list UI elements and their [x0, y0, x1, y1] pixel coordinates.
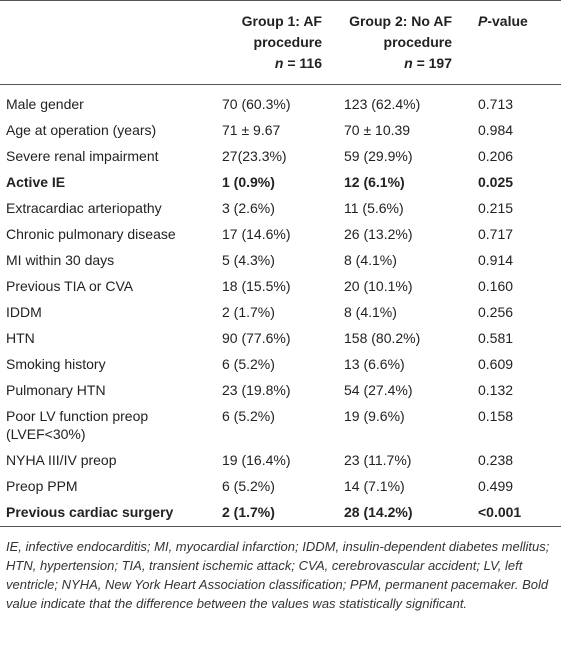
- p-value: 0.713: [478, 96, 514, 112]
- group1-value: 1 (0.9%): [222, 174, 275, 190]
- row-label: HTN: [6, 330, 35, 346]
- group1-value: 6 (5.2%): [222, 356, 275, 372]
- group2-value: 54 (27.4%): [344, 382, 413, 398]
- data-table: Group 1: AF procedure n = 116 Group 2: No…: [0, 0, 561, 527]
- row-label: Preop PPM: [6, 478, 78, 494]
- group2-value: 28 (14.2%): [330, 499, 460, 527]
- table-row: Extracardiac arteriopathy 3 (2.6%) 11 (5.6…: [0, 195, 561, 221]
- p-value: <0.001: [460, 499, 561, 527]
- table-row: HTN 90 (77.6%) 158 (80.2%) 0.581: [0, 325, 561, 351]
- row-label: Male gender: [6, 96, 84, 112]
- header-row: Group 1: AF procedure n = 116 Group 2: No…: [0, 0, 561, 85]
- p-value: 0.132: [478, 382, 514, 398]
- p-value: 0.160: [478, 278, 514, 294]
- group2-value: 123 (62.4%): [344, 96, 421, 112]
- p-value: 0.206: [478, 148, 514, 164]
- group2-value: 13 (6.6%): [344, 356, 405, 372]
- row-label: Poor LV function preop (LVEF<30%): [6, 408, 149, 442]
- table-row: Chronic pulmonary disease 17 (14.6%) 26 (1…: [0, 221, 561, 247]
- table-row: MI within 30 days 5 (4.3%) 8 (4.1%) 0.914: [0, 247, 561, 273]
- table-row: Severe renal impairment 27(23.3%) 59 (29.9…: [0, 143, 561, 169]
- p-value: 0.158: [478, 408, 514, 424]
- group1-value: 2 (1.7%): [222, 304, 275, 320]
- row-label: Severe renal impairment: [6, 148, 159, 164]
- row-label: NYHA III/IV preop: [6, 452, 117, 468]
- footnote: IE, infective endocarditis; MI, myocardi…: [6, 539, 550, 611]
- table-row: Smoking history 6 (5.2%) 13 (6.6%) 0.609: [0, 351, 561, 377]
- group2-value: 23 (11.7%): [344, 452, 412, 468]
- table-row: Preop PPM 6 (5.2%) 14 (7.1%) 0.499: [0, 473, 561, 499]
- group2-value: 12 (6.1%): [344, 174, 405, 190]
- table-row: IDDM 2 (1.7%) 8 (4.1%) 0.256: [0, 299, 561, 325]
- table-row: Previous cardiac surgery 2 (1.7%) 28 (14.2…: [0, 499, 561, 527]
- group2-value: 59 (29.9%): [344, 148, 413, 164]
- group1-value: 71 ± 9.67: [222, 122, 281, 138]
- row-label: Age at operation (years): [6, 122, 157, 138]
- row-label: Pulmonary HTN: [6, 382, 106, 398]
- table-row: Pulmonary HTN 23 (19.8%) 54 (27.4%) 0.132: [0, 377, 561, 403]
- group2-value: 158 (80.2%): [344, 330, 421, 346]
- header-cell: P-value: [460, 0, 561, 85]
- group1-value: 19 (16.4%): [222, 452, 291, 468]
- p-value: 0.984: [478, 122, 514, 138]
- group1-value: 6 (5.2%): [222, 478, 275, 494]
- table-row: NYHA III/IV preop 19 (16.4%) 23 (11.7%) 0.2…: [0, 447, 561, 473]
- p-symbol: P: [478, 13, 488, 29]
- table-body: Male gender 70 (60.3%) 123 (62.4%) 0.713 Age…: [0, 85, 561, 527]
- header-cell: Group 2: No AF procedure n = 197: [330, 0, 460, 85]
- row-label: Smoking history: [6, 356, 106, 372]
- group1-value: 18 (15.5%): [222, 278, 291, 294]
- header-title: Group 2: No AF procedure: [349, 13, 452, 50]
- group1-value: 2 (1.7%): [208, 499, 330, 527]
- group2-value: 8 (4.1%): [344, 252, 397, 268]
- group2-value: 11 (5.6%): [344, 200, 404, 216]
- header-cell: Group 1: AF procedure n = 116: [208, 0, 330, 85]
- row-label: Extracardiac arteriopathy: [6, 200, 162, 216]
- p-value: 0.238: [478, 452, 514, 468]
- group2-value: 14 (7.1%): [344, 478, 405, 494]
- group1-value: 90 (77.6%): [222, 330, 291, 346]
- row-label: MI within 30 days: [6, 252, 115, 268]
- n-symbol: n: [404, 55, 413, 71]
- group1-value: 6 (5.2%): [222, 408, 275, 424]
- group1-value: 5 (4.3%): [222, 252, 275, 268]
- group2-value: 20 (10.1%): [344, 278, 413, 294]
- group2-value: 70 ± 10.39: [344, 122, 411, 138]
- group2-value: 19 (9.6%): [344, 408, 405, 424]
- table-row: Poor LV function preop (LVEF<30%) 6 (5.2%…: [0, 403, 561, 447]
- table-row: Male gender 70 (60.3%) 123 (62.4%) 0.713: [0, 85, 561, 118]
- p-value: 0.215: [478, 200, 514, 216]
- p-rest: -value: [487, 13, 528, 29]
- row-label: IDDM: [6, 304, 42, 320]
- group2-value: 26 (13.2%): [344, 226, 413, 242]
- group2-value: 8 (4.1%): [344, 304, 397, 320]
- header-title: Group 1: AF procedure: [241, 13, 322, 50]
- p-value: 0.256: [478, 304, 514, 320]
- p-value: 0.499: [478, 478, 514, 494]
- row-label: Active IE: [6, 174, 66, 190]
- p-value: 0.581: [478, 330, 514, 346]
- group1-value: 23 (19.8%): [222, 382, 291, 398]
- p-value: 0.914: [478, 252, 514, 268]
- header-cell: [0, 0, 208, 85]
- table-row: Age at operation (years) 71 ± 9.67 70 ± 10…: [0, 117, 561, 143]
- group1-value: 17 (14.6%): [222, 226, 291, 242]
- p-value: 0.025: [478, 174, 514, 190]
- row-label: Previous cardiac surgery: [0, 499, 208, 527]
- row-label: Previous TIA or CVA: [6, 278, 134, 294]
- p-value: 0.609: [478, 356, 514, 372]
- n-value: = 197: [416, 55, 452, 71]
- group1-value: 70 (60.3%): [222, 96, 291, 112]
- n-symbol: n: [274, 55, 284, 71]
- n-value: = 116: [287, 55, 322, 71]
- p-value: 0.717: [478, 226, 514, 242]
- table-row: Active IE 1 (0.9%) 12 (6.1%) 0.025: [0, 169, 561, 195]
- group1-value: 3 (2.6%): [222, 200, 275, 216]
- table-row: Previous TIA or CVA 18 (15.5%) 20 (10.1%) 0…: [0, 273, 561, 299]
- row-label: Chronic pulmonary disease: [6, 226, 176, 242]
- group1-value: 27(23.3%): [222, 148, 287, 164]
